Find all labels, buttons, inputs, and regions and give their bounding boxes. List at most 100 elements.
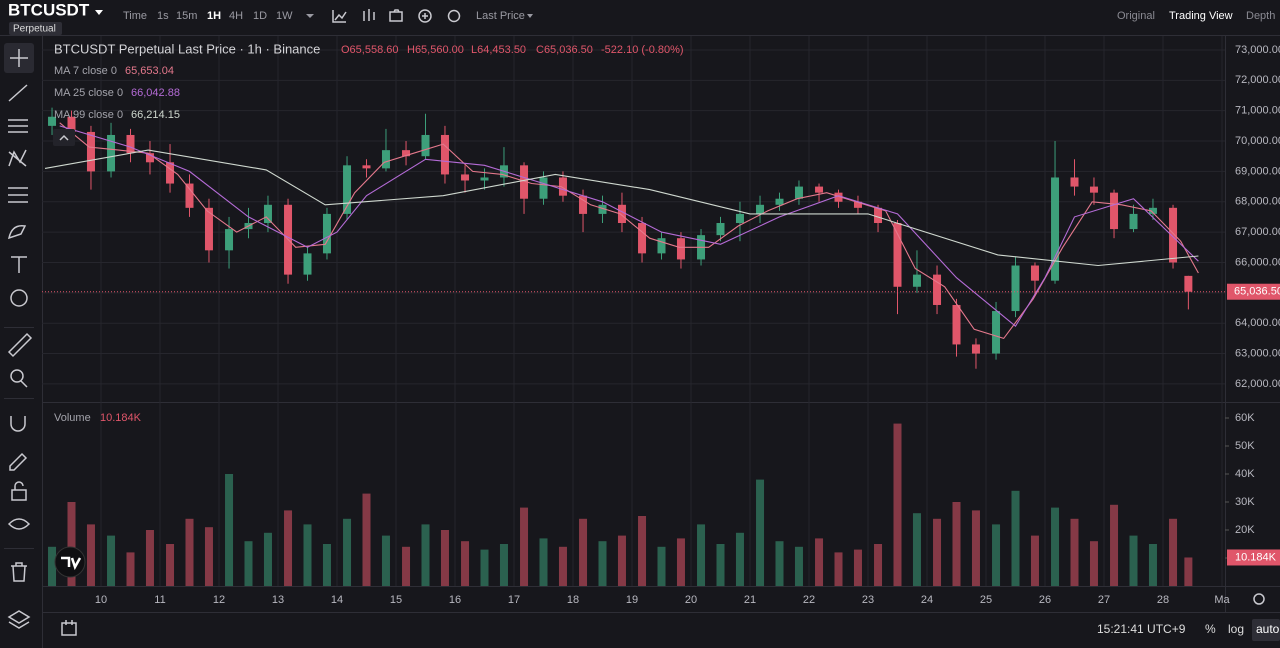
auto-toggle[interactable]: auto xyxy=(1256,622,1280,636)
volume-bar xyxy=(263,532,272,586)
volume-tick-label: 20K xyxy=(1235,524,1255,536)
x-tick-label: 14 xyxy=(331,594,343,606)
screenshot-icon[interactable] xyxy=(389,9,403,22)
volume-tick-label: 40K xyxy=(1235,468,1255,480)
volume-bar xyxy=(992,524,1001,586)
volume-bar xyxy=(402,546,411,586)
candle-body xyxy=(716,223,725,236)
y-tick-label: 64,000.00 xyxy=(1235,317,1280,329)
fib-tool[interactable] xyxy=(8,119,28,133)
plot-area xyxy=(42,107,1225,586)
candle-body xyxy=(86,131,95,172)
axis-settings[interactable] xyxy=(1253,593,1265,605)
candle-body xyxy=(1148,207,1157,214)
lock-draw-tool[interactable] xyxy=(9,452,28,471)
candle-body xyxy=(166,162,175,184)
volume-bar xyxy=(756,479,765,586)
contract-badge xyxy=(9,22,62,35)
volume-bar xyxy=(558,546,567,586)
magnet-tool[interactable] xyxy=(10,416,26,432)
interval[interactable]: 1D xyxy=(253,10,267,22)
volume-bar xyxy=(185,518,194,586)
candle-body xyxy=(225,229,234,251)
left-toolbar xyxy=(7,49,33,629)
interval[interactable]: 1H xyxy=(207,10,221,22)
volume-bar xyxy=(322,543,331,586)
interval[interactable]: 4H xyxy=(229,10,243,22)
volume-bar xyxy=(794,546,803,586)
measure-tool[interactable] xyxy=(7,332,33,358)
pattern-tool[interactable] xyxy=(8,149,27,167)
y-tick-label: 71,000.00 xyxy=(1235,105,1280,117)
volume-bar xyxy=(520,507,529,586)
log-toggle[interactable]: log xyxy=(1228,622,1244,636)
trendline-tool[interactable] xyxy=(8,84,28,102)
volume-bar xyxy=(225,473,234,586)
labels: 10 11 12 13 14 15 16 17 18 19 20 21 22 23 24 25 26 27 28 Ma… xyxy=(95,44,1280,606)
candle-body xyxy=(638,223,647,254)
delete-tool[interactable] xyxy=(11,562,27,582)
y-tick-label: 68,000.00 xyxy=(1235,196,1280,208)
toolbar-icons xyxy=(332,9,461,23)
candle-body xyxy=(421,134,430,157)
price-type-dropdown[interactable] xyxy=(527,14,533,18)
brush-tool[interactable] xyxy=(7,225,27,240)
visibility-tool[interactable] xyxy=(7,518,31,530)
volume-value: 10.184K xyxy=(100,412,142,424)
x-tick-label: 12 xyxy=(213,594,225,606)
symbol-dropdown[interactable] xyxy=(95,10,103,15)
candle-body xyxy=(794,186,803,199)
candle-body xyxy=(933,274,942,305)
volume-bar xyxy=(284,510,293,586)
add-icon[interactable] xyxy=(418,9,432,23)
candle-body xyxy=(343,165,352,214)
collapse-legend[interactable] xyxy=(53,129,75,146)
volume-bar xyxy=(461,541,470,586)
text-tool[interactable] xyxy=(11,256,27,273)
date-range-icon[interactable] xyxy=(61,620,77,636)
emoji-tool[interactable] xyxy=(10,289,28,307)
zoom-tool[interactable] xyxy=(10,369,24,383)
candle-body xyxy=(204,207,213,251)
view-original[interactable]: Original xyxy=(1117,10,1155,22)
layers-tool[interactable] xyxy=(7,610,31,629)
x-tick-label: 22 xyxy=(803,594,815,606)
symbol[interactable]: BTCUSDT xyxy=(8,0,90,19)
view-trading[interactable]: Trading View xyxy=(1169,10,1233,22)
interval[interactable]: 1s xyxy=(157,10,169,22)
x-tick-label: 16 xyxy=(449,594,461,606)
view-depth[interactable]: Depth xyxy=(1246,10,1275,22)
candle-body xyxy=(558,177,567,196)
ohlc-open: O65,558.60 xyxy=(341,44,399,56)
candle-body xyxy=(145,153,154,163)
x-tick-label: 11 xyxy=(154,594,165,606)
candle-body xyxy=(676,238,685,260)
interval-dropdown[interactable] xyxy=(306,14,314,18)
ma-name: MA 7 close 0 xyxy=(54,65,117,77)
candle-body xyxy=(107,134,116,172)
interval[interactable]: 15m xyxy=(176,10,197,22)
interval[interactable]: 1W xyxy=(276,10,293,22)
last-price-tag xyxy=(1227,283,1280,300)
y-tick-label: 63,000.00 xyxy=(1235,347,1280,359)
volume-name: Volume xyxy=(54,412,91,424)
candle-body xyxy=(874,207,883,224)
x-tick-label: 26 xyxy=(1039,594,1051,606)
volume-bar xyxy=(480,549,489,586)
crosshair-tool[interactable] xyxy=(10,49,28,67)
settings-icon[interactable] xyxy=(447,9,461,23)
interval[interactable]: Time xyxy=(123,10,147,22)
indicator-icon[interactable] xyxy=(332,10,347,23)
price-type[interactable]: Last Price xyxy=(476,10,525,22)
projection-tool[interactable] xyxy=(8,187,28,203)
moving-average xyxy=(44,149,1199,267)
percent-toggle[interactable]: % xyxy=(1205,622,1216,636)
lock-tool[interactable] xyxy=(11,481,27,501)
chart-type-icon[interactable] xyxy=(363,9,375,21)
volume-bar xyxy=(126,552,135,586)
y-tick-label: 73,000.00 xyxy=(1235,44,1280,56)
volume-bar xyxy=(617,535,626,586)
volume-bar xyxy=(638,515,647,586)
x-tick-label: 25 xyxy=(980,594,992,606)
